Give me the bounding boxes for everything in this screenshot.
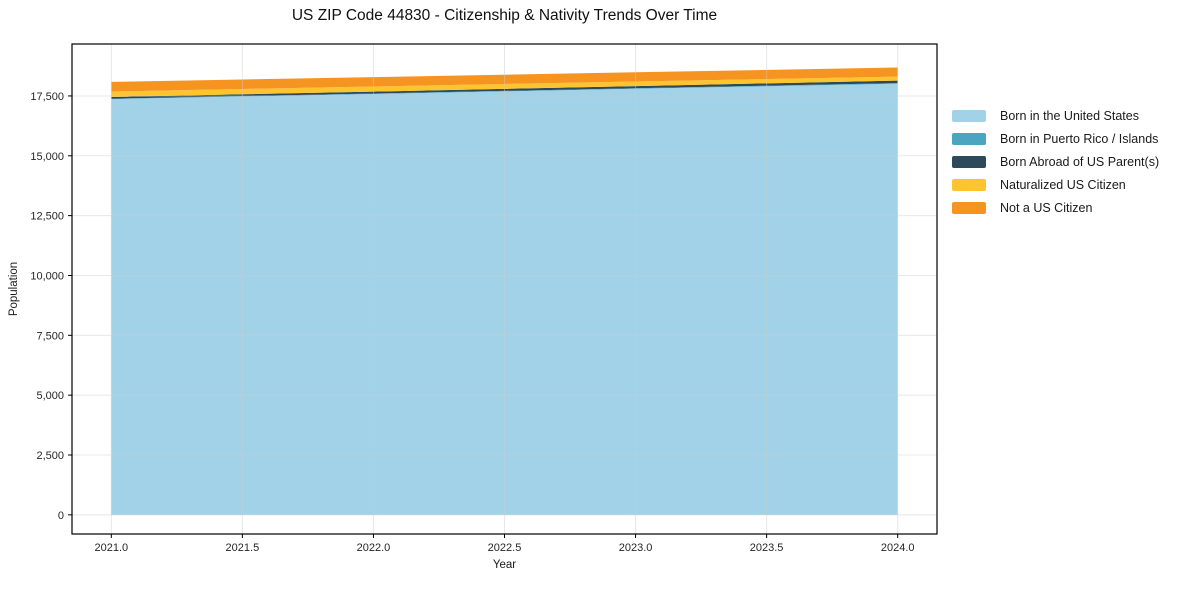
- legend-label: Born Abroad of US Parent(s): [1000, 154, 1160, 169]
- legend-item: Born in the United States: [952, 104, 1159, 127]
- legend-swatch-icon: [952, 109, 986, 122]
- legend-item: Born in Puerto Rico / Islands: [952, 127, 1159, 150]
- y-tick-label: 7,500: [36, 330, 64, 342]
- area-series-3: [111, 76, 898, 97]
- area-series-4: [111, 67, 898, 92]
- chart-title: US ZIP Code 44830 - Citizenship & Nativi…: [291, 7, 718, 24]
- y-tick-label: 0: [58, 510, 64, 522]
- legend-label: Naturalized US Citizen: [1000, 177, 1126, 192]
- x-tick-label: 2022.0: [357, 542, 391, 554]
- y-axis-label: Population: [8, 261, 20, 317]
- legend-swatch-icon: [952, 201, 986, 214]
- y-tick-label: 17,500: [30, 91, 64, 103]
- y-tick-label: 10,000: [30, 270, 64, 282]
- legend-swatch-icon: [952, 132, 986, 145]
- legend-label: Not a US Citizen: [1000, 200, 1093, 215]
- legend-label: Born in the United States: [1000, 108, 1139, 123]
- y-tick-label: 5,000: [36, 390, 64, 402]
- legend-item: Naturalized US Citizen: [952, 173, 1159, 196]
- area-series-1: [111, 83, 898, 100]
- legend-swatch-icon: [952, 155, 986, 168]
- y-tick-label: 15,000: [30, 151, 64, 163]
- x-tick-label: 2024.0: [881, 542, 915, 554]
- x-axis-label: Year: [492, 559, 517, 571]
- legend-item: Not a US Citizen: [952, 196, 1159, 219]
- area-series-0: [111, 83, 898, 515]
- x-tick-label: 2023.0: [619, 542, 653, 554]
- y-tick-label: 2,500: [36, 450, 64, 462]
- x-tick-label: 2023.5: [750, 542, 784, 554]
- x-tick-label: 2021.5: [226, 542, 260, 554]
- legend-label: Born in Puerto Rico / Islands: [1000, 131, 1159, 146]
- legend-swatch-icon: [952, 178, 986, 191]
- x-tick-label: 2022.5: [488, 542, 522, 554]
- x-tick-label: 2021.0: [94, 542, 128, 554]
- legend-item: Born Abroad of US Parent(s): [952, 150, 1159, 173]
- area-series-2: [111, 80, 898, 99]
- legend: Born in the United States Born in Puerto …: [952, 104, 1159, 219]
- y-tick-label: 12,500: [30, 211, 64, 223]
